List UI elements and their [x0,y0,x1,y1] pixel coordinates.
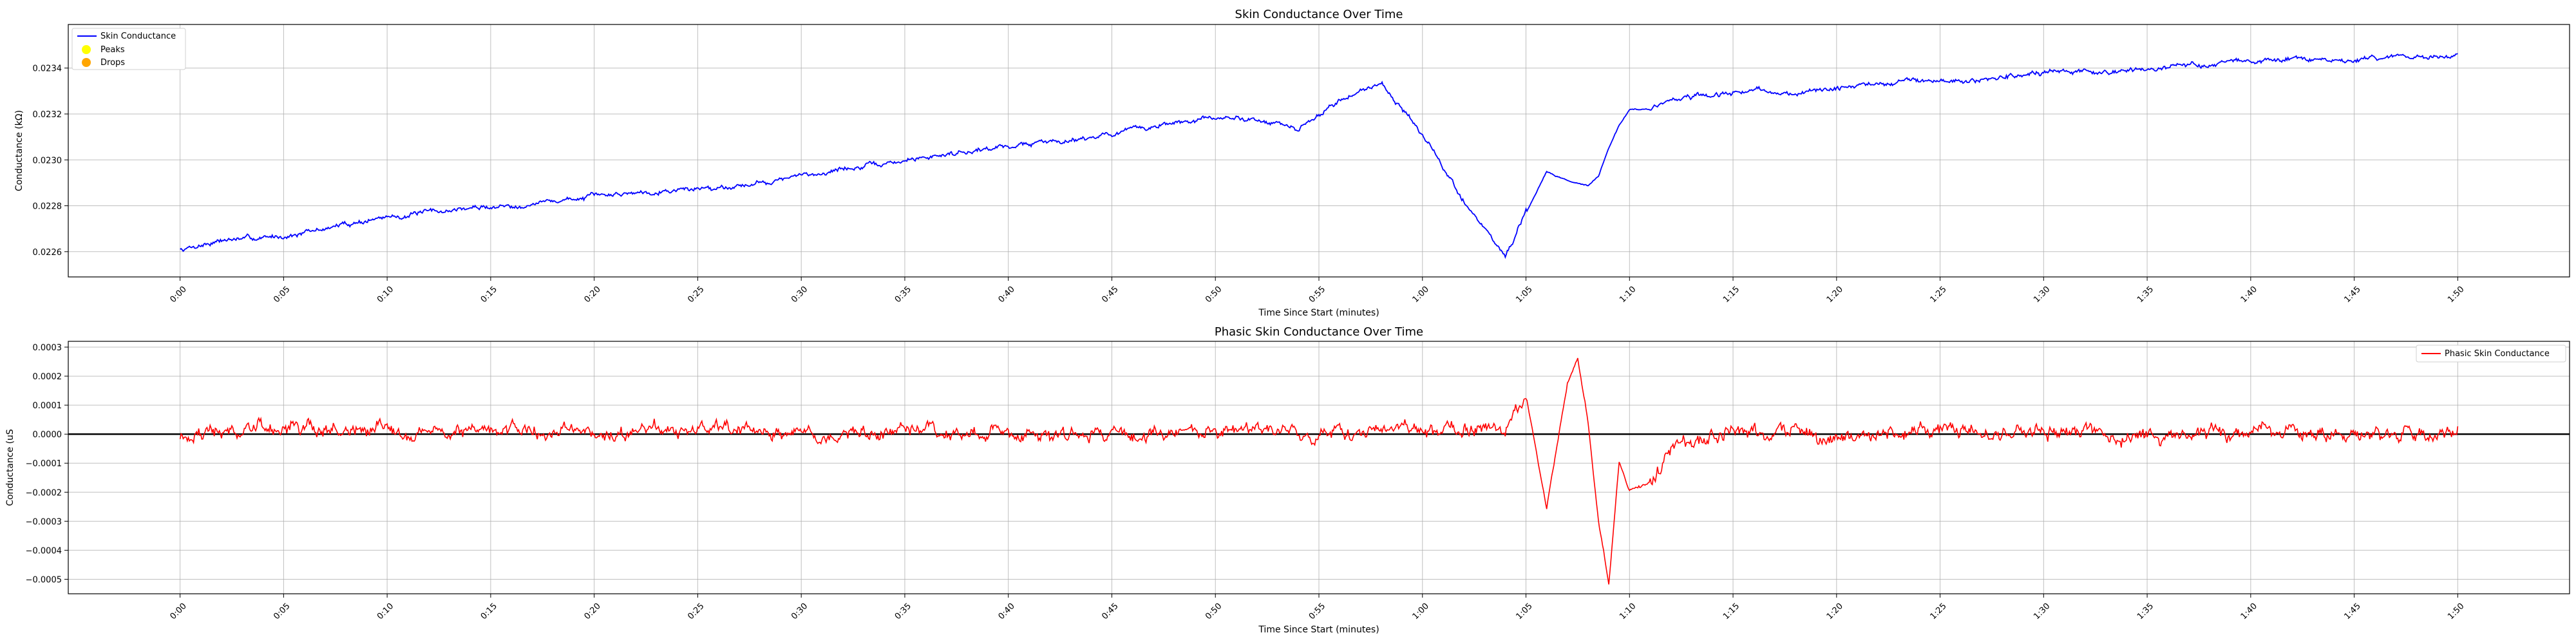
x-tick-label: 0:05 [272,285,292,305]
x-tick-label: 0:35 [893,285,913,305]
x-tick-label: 1:20 [1825,601,1845,621]
x-tick-label: 0:50 [1204,285,1224,305]
x-tick-label: 1:30 [2032,601,2052,621]
y-tick-label: 0.0002 [33,372,62,382]
legend-dot-marker [82,58,91,67]
x-tick-label: 0:20 [583,601,603,621]
x-tick-label: 0:35 [893,601,913,621]
chart-title: Phasic Skin Conductance Over Time [1215,325,1423,339]
plot-frame [68,24,2570,278]
x-tick-label: 0:10 [375,285,395,305]
x-tick-label: 0:40 [997,285,1017,305]
x-tick-label: 1:40 [2239,285,2259,305]
x-tick-label: 1:05 [1514,601,1534,621]
y-tick-label: 0.0001 [33,401,62,411]
x-tick-label: 1:50 [2446,601,2466,621]
x-tick-label: 0:45 [1100,285,1120,305]
x-tick-label: 0:55 [1307,601,1327,621]
x-tick-label: 1:45 [2343,601,2363,621]
chart-title: Skin Conductance Over Time [1235,8,1403,21]
series-line-skin-conductance [180,53,2458,260]
x-tick-label: 0:15 [479,601,499,621]
x-tick-label: 0:05 [272,601,292,621]
x-tick-label: 1:15 [1721,601,1741,621]
chart-phasic-skin-conductance: Phasic Skin Conductance Over Time 0:00 0:… [5,325,2570,635]
x-tick-label: 1:30 [2032,285,2052,305]
legend-dot-marker [82,45,91,54]
x-tick-label: 1:50 [2446,285,2466,305]
x-tick-label: 0:30 [790,601,810,621]
x-tick-label: 1:15 [1721,285,1741,305]
y-tick-label: −0.0001 [26,459,62,469]
x-tick-label: 0:30 [790,285,810,305]
series-line-phasic-skin-conductance [179,357,2459,585]
x-axis-label: Time Since Start (minutes) [1258,308,1379,318]
y-axis-label: Conductance (uS [5,429,15,506]
x-axis-label: Time Since Start (minutes) [1258,625,1379,635]
y-tick-label: −0.0005 [26,575,62,585]
x-tick-label: 0:20 [583,285,603,305]
y-tick-label: 0.0226 [33,248,62,258]
x-tick-label: 1:40 [2239,601,2259,621]
legend: Skin Conductance Peaks Drops [71,28,186,70]
legend-entry: Skin Conductance [100,32,176,41]
legend: Phasic Skin Conductance [2416,345,2566,363]
x-tick-label: 0:00 [169,285,189,305]
y-tick-label: 0.0228 [33,202,62,212]
chart-skin-conductance: Skin Conductance Over Time 0:00 0:05 0:10 0… [14,8,2570,318]
legend-entry: Drops [100,58,125,68]
x-tick-label: 0:25 [686,285,706,305]
x-tick-label: 0:50 [1204,601,1224,621]
y-tick-label: −0.0003 [26,517,62,527]
x-tick-label: 1:00 [1411,285,1431,305]
y-tick-label: 0.0003 [33,343,62,353]
x-tick-label: 1:45 [2343,285,2363,305]
x-tick-label: 0:10 [375,601,395,621]
x-tick-label: 0:55 [1307,285,1327,305]
x-tick-label: 1:05 [1514,285,1534,305]
x-tick-label: 0:25 [686,601,706,621]
y-tick-label: −0.0002 [26,488,62,498]
x-tick-label: 1:35 [2136,601,2155,621]
x-tick-label: 0:40 [997,601,1017,621]
legend-entry: Peaks [100,45,125,55]
legend-entry: Phasic Skin Conductance [2445,349,2550,359]
x-tick-label: 0:15 [479,285,499,305]
x-tick-label: 1:25 [1928,601,1948,621]
x-tick-label: 0:00 [169,601,189,621]
x-tick-label: 1:20 [1825,285,1845,305]
x-tick-label: 1:35 [2136,285,2155,305]
y-tick-label: 0.0230 [33,156,62,166]
x-tick-label: 0:45 [1100,601,1120,621]
y-axis-label: Conductance (kΩ) [14,110,24,191]
y-tick-label: 0.0232 [33,110,62,120]
x-tick-label: 1:10 [1618,601,1638,621]
y-tick-label: 0.0234 [33,64,62,74]
x-tick-label: 1:10 [1618,285,1638,305]
plot-frame [68,341,2570,594]
y-tick-label: −0.0004 [26,546,62,556]
x-tick-label: 1:00 [1411,601,1431,621]
x-tick-label: 1:25 [1928,285,1948,305]
y-tick-label: 0.0000 [33,430,62,440]
